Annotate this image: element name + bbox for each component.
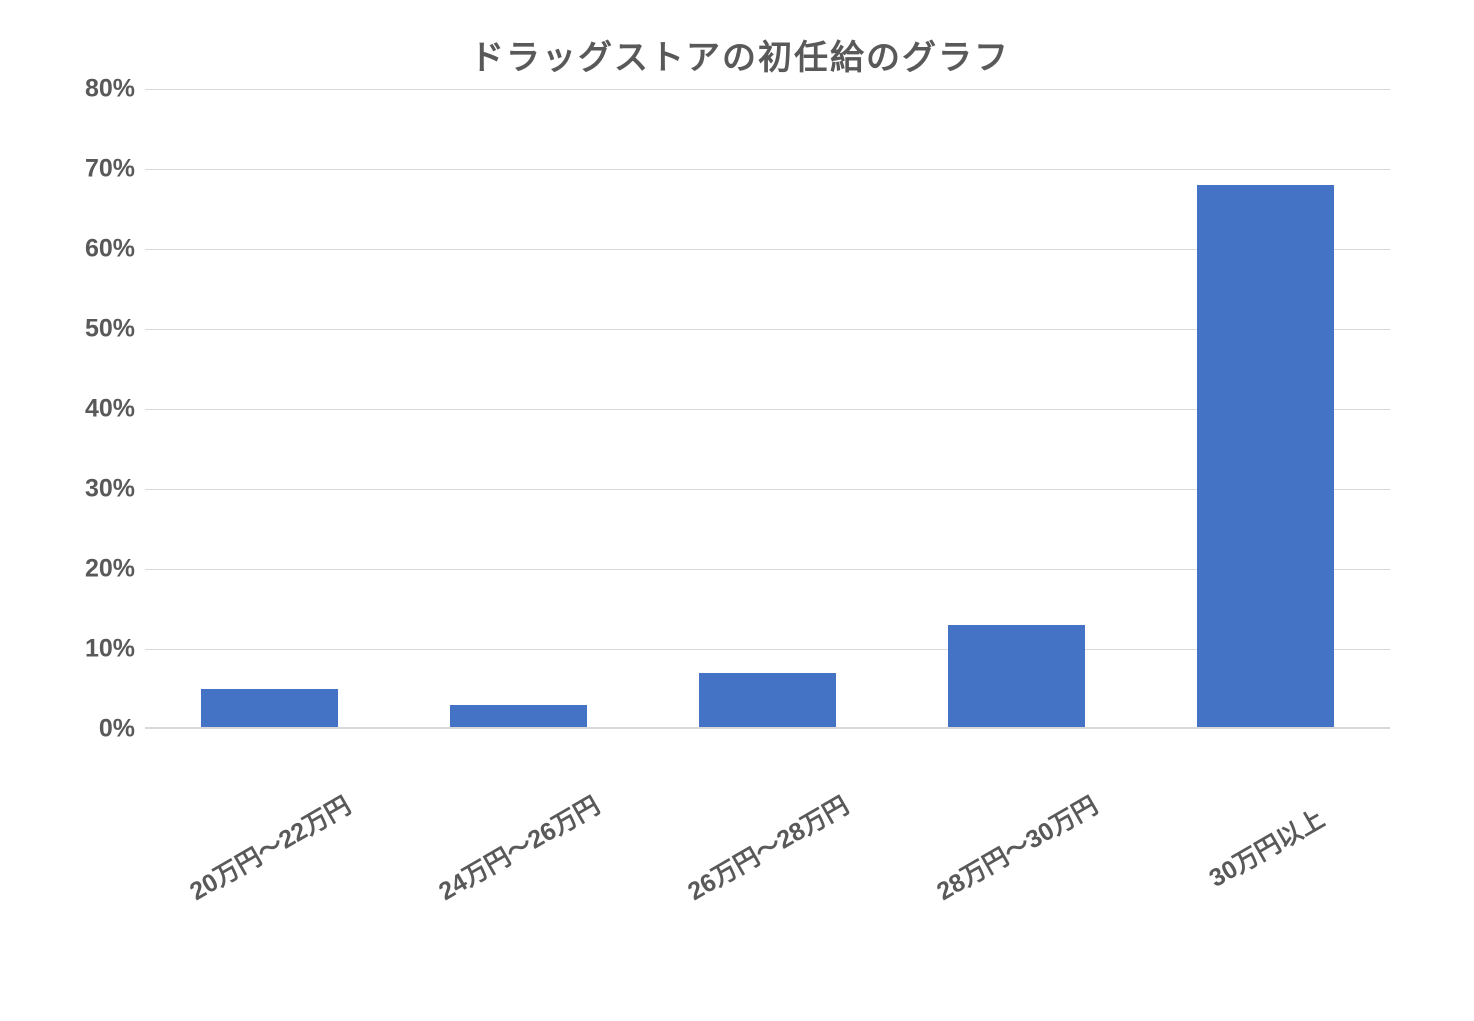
x-label-slot: 26万円～28万円 — [643, 749, 892, 949]
y-tick-label: 0% — [50, 715, 135, 744]
y-tick-label: 10% — [50, 635, 135, 664]
y-tick-label: 60% — [50, 235, 135, 264]
x-tick-label: 28万円～30万円 — [929, 786, 1103, 907]
x-label-slot: 28万円～30万円 — [892, 749, 1141, 949]
x-label-slot: 20万円～22万円 — [145, 749, 394, 949]
y-tick-label: 40% — [50, 395, 135, 424]
bar-slot — [394, 89, 643, 729]
plot-area: 0%10%20%30%40%50%60%70%80% — [145, 89, 1390, 729]
x-tick-label: 30万円以上 — [1201, 799, 1330, 894]
bar — [948, 625, 1085, 729]
bar-slot — [1141, 89, 1390, 729]
chart-container: ドラッグストアの初任給のグラフ 0%10%20%30%40%50%60%70%8… — [50, 30, 1430, 990]
bars-group — [145, 89, 1390, 729]
y-tick-label: 80% — [50, 75, 135, 104]
x-tick-label: 26万円～28万円 — [680, 786, 854, 907]
y-tick-label: 70% — [50, 155, 135, 184]
x-label-slot: 24万円～26万円 — [394, 749, 643, 949]
bar-slot — [892, 89, 1141, 729]
bar — [201, 689, 338, 729]
y-tick-label: 30% — [50, 475, 135, 504]
bar — [450, 705, 587, 729]
x-tick-label: 24万円～26万円 — [431, 786, 605, 907]
y-axis: 0%10%20%30%40%50%60%70%80% — [50, 89, 145, 729]
bar-slot — [643, 89, 892, 729]
x-axis-baseline — [145, 727, 1390, 729]
bar-slot — [145, 89, 394, 729]
x-label-slot: 30万円以上 — [1141, 749, 1390, 949]
bar — [1197, 185, 1334, 729]
bar — [699, 673, 836, 729]
chart-title: ドラッグストアの初任給のグラフ — [50, 30, 1430, 79]
y-tick-label: 50% — [50, 315, 135, 344]
x-axis-labels: 20万円～22万円 24万円～26万円 26万円～28万円 28万円～30万円 30万円… — [145, 749, 1390, 949]
y-tick-label: 20% — [50, 555, 135, 584]
x-tick-label: 20万円～22万円 — [182, 786, 356, 907]
